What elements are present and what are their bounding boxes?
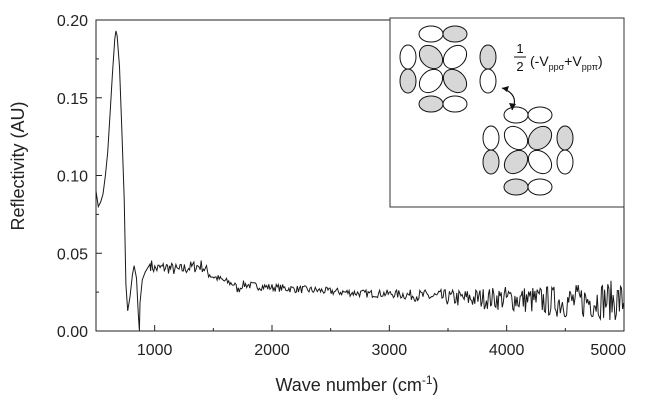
p-orbital-lobe	[442, 95, 468, 113]
p-orbital-lobe	[418, 95, 444, 113]
d-orbital-lobe	[418, 68, 444, 94]
p-orbital-lobe	[527, 106, 553, 124]
y-tick-label: 0.00	[57, 324, 88, 341]
x-tick-label: 4000	[489, 342, 525, 359]
d-orbital-lobe	[527, 149, 553, 175]
p-orbital-lobe	[399, 44, 417, 70]
d-orbital-lobe	[442, 68, 468, 94]
y-tick-label: 0.20	[57, 13, 88, 30]
p-orbital-lobe	[556, 149, 574, 175]
d-orbital-lobe	[442, 44, 468, 70]
y-tick-label: 0.10	[57, 169, 88, 186]
orbital-cluster-lower	[482, 106, 574, 196]
orbital-cluster-upper	[399, 25, 497, 113]
x-axis-title: Wave number (cm-1)	[275, 373, 438, 395]
y-tick-label: 0.15	[57, 91, 88, 108]
fraction-denominator: 2	[516, 59, 523, 74]
p-orbital-lobe	[482, 125, 500, 151]
p-orbital-lobe	[556, 125, 574, 151]
y-axis: 0.00 0.05 0.10 0.15 0.20	[57, 13, 102, 341]
y-tick-label: 0.05	[57, 246, 88, 263]
arrow-head-bottom	[509, 103, 516, 110]
arrow-head-top	[502, 86, 509, 92]
d-orbital-lobe	[418, 44, 444, 70]
x-tick-label: 5000	[590, 342, 626, 359]
x-tick-label: 3000	[372, 342, 408, 359]
p-orbital-lobe	[418, 25, 444, 43]
hopping-formula: 1 2 (-Vppσ+Vppπ)	[514, 41, 603, 74]
fraction-numerator: 1	[516, 41, 523, 56]
p-orbital-lobe	[482, 149, 500, 175]
d-orbital-lobe	[503, 125, 529, 151]
p-orbital-lobe	[399, 68, 417, 94]
d-orbital-lobe	[527, 125, 553, 151]
p-orbital-lobe	[527, 178, 553, 196]
p-orbital-lobe	[503, 178, 529, 196]
d-orbital-lobe	[503, 149, 529, 175]
reflectivity-series-line	[95, 30, 625, 332]
p-orbital-lobe	[479, 44, 497, 70]
p-orbital-lobe	[479, 68, 497, 94]
x-tick-label: 2000	[254, 342, 290, 359]
y-axis-title: Reflectivity (AU)	[8, 101, 28, 230]
x-axis: 1000 2000 3000 4000 5000	[95, 325, 626, 359]
x-tick-label: 1000	[137, 342, 173, 359]
p-orbital-lobe	[442, 25, 468, 43]
p-orbital-lobe	[503, 106, 529, 124]
hopping-expression: (-Vppσ+Vppπ)	[530, 53, 603, 72]
inset-diagram: 1 2 (-Vppσ+Vppπ)	[389, 17, 625, 208]
